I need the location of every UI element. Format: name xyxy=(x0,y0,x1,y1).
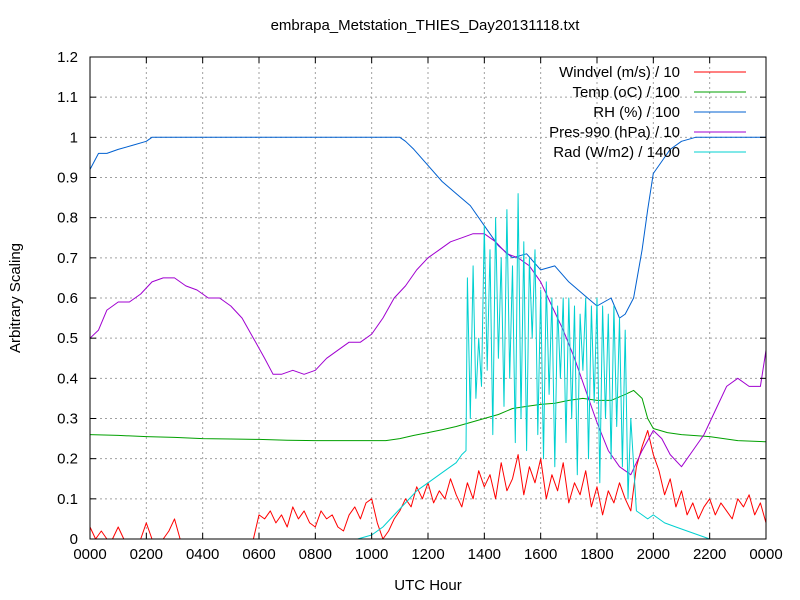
series-line-temp xyxy=(89,389,767,443)
y-tick-label: 0.9 xyxy=(57,170,78,187)
legend-label-pres990: Pres-990 (hPa) / 10 xyxy=(549,124,680,141)
y-tick-label: 1.1 xyxy=(57,89,78,106)
x-axis-title: UTC Hour xyxy=(394,577,462,594)
series-line-pres990 xyxy=(89,233,767,476)
x-tick-label: 1200 xyxy=(411,546,444,563)
y-tick-label: 0.8 xyxy=(57,210,78,227)
x-tick-label: 1000 xyxy=(355,546,388,563)
x-tick-label: 0400 xyxy=(186,546,219,563)
y-tick-label: 0.5 xyxy=(57,330,78,347)
x-tick-label: 0000 xyxy=(73,546,106,563)
y-tick-label: 0.2 xyxy=(57,451,78,468)
x-tick-label: 0600 xyxy=(242,546,275,563)
legend-label-windvel: Windvel (m/s) / 10 xyxy=(559,64,680,81)
y-tick-label: 0.4 xyxy=(57,370,78,387)
series-line-rad xyxy=(90,193,766,540)
x-tick-label: 0200 xyxy=(130,546,163,563)
y-tick-label: 0.7 xyxy=(57,250,78,267)
x-tick-label: 1400 xyxy=(468,546,501,563)
x-tick-label: 0800 xyxy=(299,546,332,563)
y-tick-label: 0 xyxy=(70,531,78,548)
y-tick-label: 0.3 xyxy=(57,411,78,428)
legend-label-rad: Rad (W/m2) / 1400 xyxy=(553,144,680,161)
legend: Windvel (m/s) / 10 Temp (oC) / 100 RH (%) … xyxy=(549,64,746,161)
x-tick-label: 1800 xyxy=(580,546,613,563)
legend-label-temp: Temp (oC) / 100 xyxy=(572,84,680,101)
x-tick-label: 0000 xyxy=(749,546,782,563)
x-tick-label: 2000 xyxy=(637,546,670,563)
plot-area xyxy=(89,136,767,540)
y-axis-title: Arbitrary Scaling xyxy=(7,243,24,353)
axis-ticks: 0000 0200 0400 0600 0800 1000 1200 1400 1600 1800… xyxy=(57,49,783,563)
chart-title: embrapa_Metstation_THIES_Day20131118.txt xyxy=(271,17,581,34)
x-tick-label: 2200 xyxy=(693,546,726,563)
y-tick-label: 0.1 xyxy=(57,491,78,508)
y-tick-label: 1.2 xyxy=(57,49,78,66)
y-tick-label: 1 xyxy=(70,129,78,146)
y-tick-label: 0.6 xyxy=(57,290,78,307)
legend-label-rh: RH (%) / 100 xyxy=(593,104,680,121)
x-tick-label: 1600 xyxy=(524,546,557,563)
